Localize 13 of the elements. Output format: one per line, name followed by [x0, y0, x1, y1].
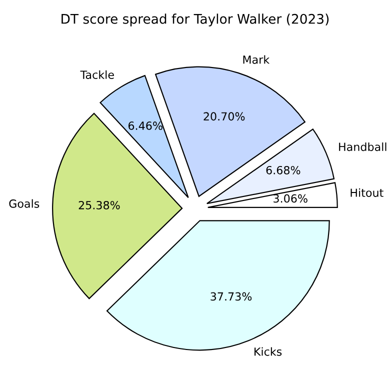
data-label: 3.06% — [274, 194, 308, 203]
slice-label: Kicks — [254, 347, 282, 356]
slice-label: Tackle — [80, 70, 114, 79]
slice-label: Handball — [339, 142, 386, 152]
data-label: 37.73% — [210, 292, 252, 301]
data-label: 20.70% — [204, 112, 245, 121]
data-label: 6.46% — [128, 122, 162, 130]
slice-label: Mark — [243, 55, 270, 64]
chart-title: DT score spread for Taylor Walker (2023) — [62, 14, 329, 26]
data-label: 25.38% — [78, 200, 120, 210]
slice-label: Hitout — [350, 188, 384, 197]
slice-label: Goals — [9, 199, 40, 208]
data-label: 6.68% — [266, 166, 300, 174]
